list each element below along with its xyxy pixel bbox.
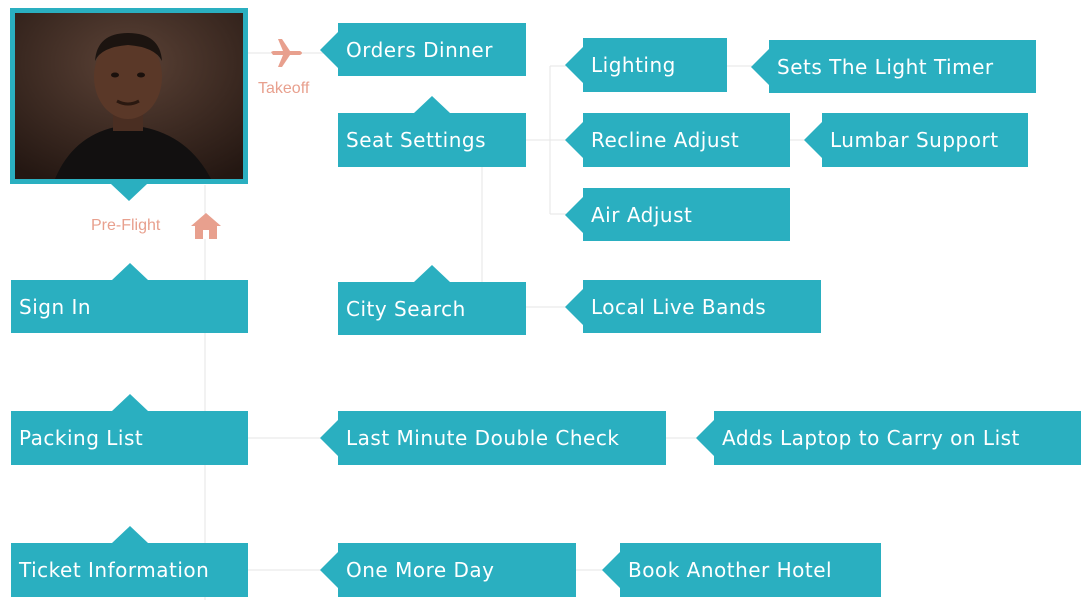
node-seat-settings[interactable]: Seat Settings (338, 96, 526, 167)
node-one-more-day[interactable]: One More Day (320, 543, 576, 597)
node-book-another-hotel[interactable]: Book Another Hotel (602, 543, 881, 597)
node-sets-light-timer[interactable]: Sets The Light Timer (751, 40, 1036, 93)
node-ticket-information[interactable]: Ticket Information (11, 526, 248, 597)
node-lighting[interactable]: Lighting (565, 38, 727, 92)
node-local-live-bands[interactable]: Local Live Bands (565, 280, 821, 333)
node-city-search[interactable]: City Search (338, 265, 526, 335)
plane-icon (271, 39, 302, 67)
node-lumbar-support[interactable]: Lumbar Support (804, 113, 1028, 167)
preflight-label: Pre-Flight (91, 217, 161, 234)
node-packing-list[interactable]: Packing List (11, 394, 248, 465)
profile-photo-frame (10, 8, 248, 201)
node-air-adjust[interactable]: Air Adjust (565, 188, 790, 241)
node-sign-in[interactable]: Sign In (11, 263, 248, 333)
profile-photo (15, 13, 243, 179)
takeoff-label: Takeoff (258, 80, 310, 97)
node-recline-adjust[interactable]: Recline Adjust (565, 113, 790, 167)
node-last-minute-double-check[interactable]: Last Minute Double Check (320, 411, 666, 465)
node-adds-laptop[interactable]: Adds Laptop to Carry on List (696, 411, 1081, 465)
node-orders-dinner[interactable]: Orders Dinner (320, 23, 526, 76)
home-icon (191, 213, 221, 239)
